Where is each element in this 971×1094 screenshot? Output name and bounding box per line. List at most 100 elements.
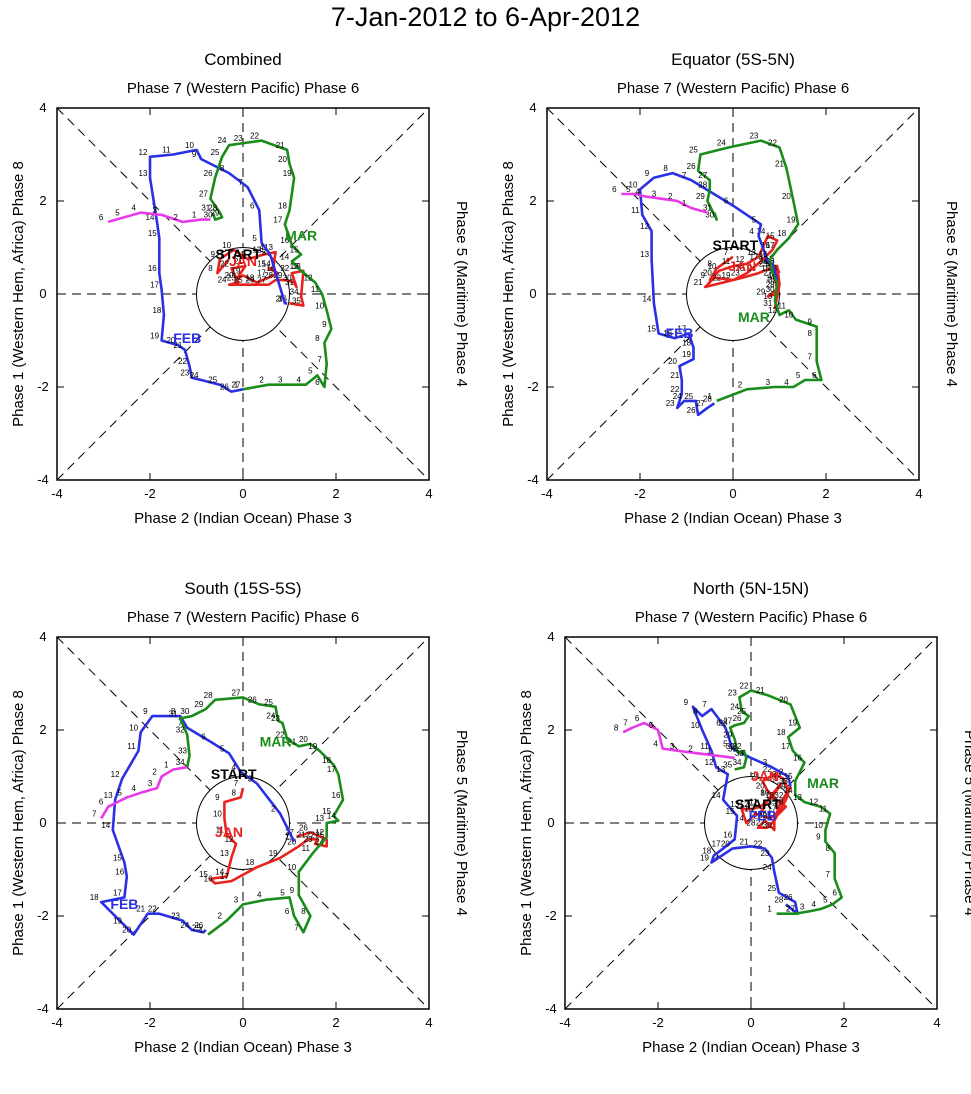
day-label: 6 [315,378,320,387]
day-label: 4 [257,891,262,900]
day-label: 8 [693,707,698,716]
day-label: 1 [285,833,290,842]
day-label: 28 [747,819,756,828]
day-label: 13 [730,800,739,809]
day-label: 4 [653,740,658,749]
y-tick-label: -2 [37,908,49,923]
day-label: 25 [767,884,776,893]
day-label: 16 [280,236,289,245]
day-label: 19 [113,916,122,925]
day-label: 14 [766,273,775,282]
day-label: 5 [626,185,631,194]
day-label: 12 [139,148,148,157]
day-label: 12 [768,306,777,315]
day-label: 32 [280,264,289,273]
day-label: 23 [666,399,675,408]
day-label: 29 [696,192,705,201]
day-label: 20 [122,926,131,935]
day-label: 5 [308,366,313,375]
y-tick-label: 4 [39,629,46,644]
day-label: 22 [250,132,259,141]
day-label: 18 [777,728,786,737]
month-label-mar: MAR [260,733,292,749]
day-label: 34 [290,287,299,296]
day-label: 5 [752,215,757,224]
day-label: 17 [749,252,758,261]
day-label: 19 [283,169,292,178]
day-label: 10 [185,141,194,150]
day-label: 15 [290,245,299,254]
day-label: 9 [807,318,812,327]
day-label: 17 [327,765,336,774]
day-label: 22 [763,765,772,774]
day-label: 19 [308,742,317,751]
day-label: 18 [735,264,744,273]
day-label: 24 [218,136,227,145]
bottom-phase-label: Phase 2 (Indian Ocean) Phase 3 [134,510,352,527]
day-label: 27 [232,688,241,697]
day-label: 15 [766,232,775,241]
day-label: 29 [756,287,765,296]
day-label: 16 [115,867,124,876]
day-label: 11 [819,805,828,814]
day-label: 19 [269,849,278,858]
day-label: 19 [788,719,797,728]
day-label: 20 [779,695,788,704]
panel-south: South (15S-5S) Phase 7 (Western Pacific) … [10,579,470,1056]
day-label: 4 [131,784,136,793]
day-label: 19 [682,350,691,359]
day-label: 6 [716,719,721,728]
day-label: 5 [220,744,225,753]
day-label: 8 [301,907,306,916]
day-label: 9 [701,271,706,280]
left-phase-label: Phase 1 (Western Hem, Africa) Phase 8 [518,690,535,956]
day-label: 6 [612,185,617,194]
day-label: 3 [278,376,283,385]
day-label: 34 [759,257,768,266]
day-label: 17 [113,888,122,897]
day-label: 22 [740,681,749,690]
day-label: 19 [700,854,709,863]
day-label: 26 [763,812,772,821]
day-label: 21 [751,772,760,781]
day-label: 27 [786,905,795,914]
x-tick-label: 0 [747,1015,754,1030]
series-line-mar [728,689,844,916]
day-label: 6 [99,213,104,222]
day-label: 20 [225,271,234,280]
day-label: 18 [90,893,99,902]
day-label: 7 [238,178,243,187]
y-tick-label: 0 [39,286,46,301]
day-label: 26 [220,383,229,392]
day-label: 16 [723,830,732,839]
day-label: 12 [809,798,818,807]
day-label: 10 [784,311,793,320]
day-label: 14 [262,259,271,268]
day-label: 12 [740,800,749,809]
day-label: 30 [766,285,775,294]
day-label: 30 [726,742,735,751]
day-label: 14 [215,867,224,876]
panel-title: Combined [204,50,282,69]
day-label: 14 [146,213,155,222]
day-label: 18 [322,756,331,765]
day-label: 29 [753,812,762,821]
unit-circle [686,247,780,341]
day-label: 35 [723,761,732,770]
day-label: 25 [737,707,746,716]
day-label: 21 [234,257,243,266]
y-tick-label: 2 [547,722,554,737]
day-label: 9 [645,169,650,178]
day-label: 27 [232,380,241,389]
day-label: 33 [779,777,788,786]
start-label: START [211,766,257,782]
y-tick-label: 4 [547,629,554,644]
month-label-jan: JAN [751,768,779,784]
day-label: 7 [294,923,299,932]
day-label: 25 [315,830,324,839]
unit-circle [196,776,290,870]
day-label: 1 [707,747,712,756]
day-label: 3 [800,902,805,911]
day-label: 3 [759,252,764,261]
day-label: 2 [271,805,276,814]
